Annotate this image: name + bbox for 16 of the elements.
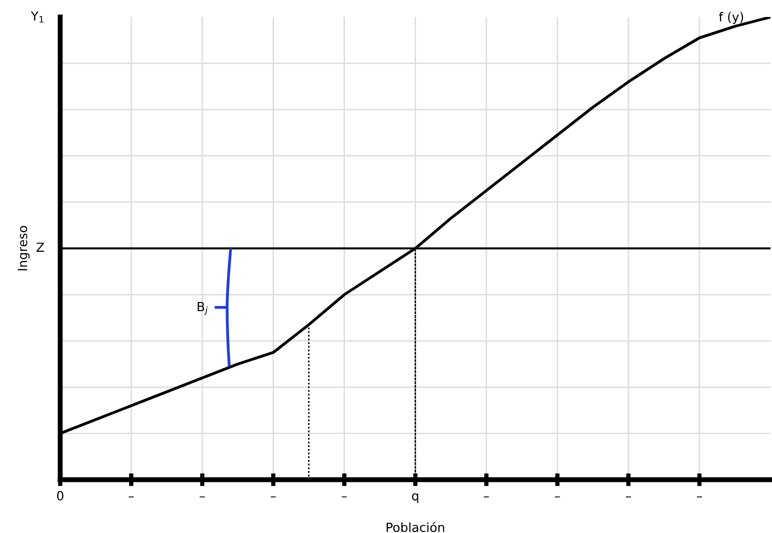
x-tick-label: q bbox=[412, 493, 418, 503]
x-tick-label: 0 bbox=[57, 491, 64, 500]
y-axis-title: Ingreso bbox=[18, 226, 30, 270]
x-tick-label: – bbox=[484, 496, 489, 498]
x-tick-label: – bbox=[200, 496, 205, 498]
text: Y$_{1}$ bbox=[30, 11, 44, 23]
ref-line-label: Z bbox=[36, 242, 44, 252]
x-tick-label: – bbox=[696, 496, 702, 498]
annotation: f (y) bbox=[718, 12, 744, 24]
x-tick-label: – bbox=[128, 496, 134, 498]
x-tick-label: – bbox=[554, 496, 560, 498]
x-tick-label: – bbox=[626, 496, 631, 498]
x-axis-title: Población bbox=[386, 522, 444, 532]
x-tick-label: – bbox=[270, 496, 276, 498]
annotation: B$_{j}$ bbox=[198, 302, 208, 316]
x-tick-label: – bbox=[342, 496, 347, 498]
